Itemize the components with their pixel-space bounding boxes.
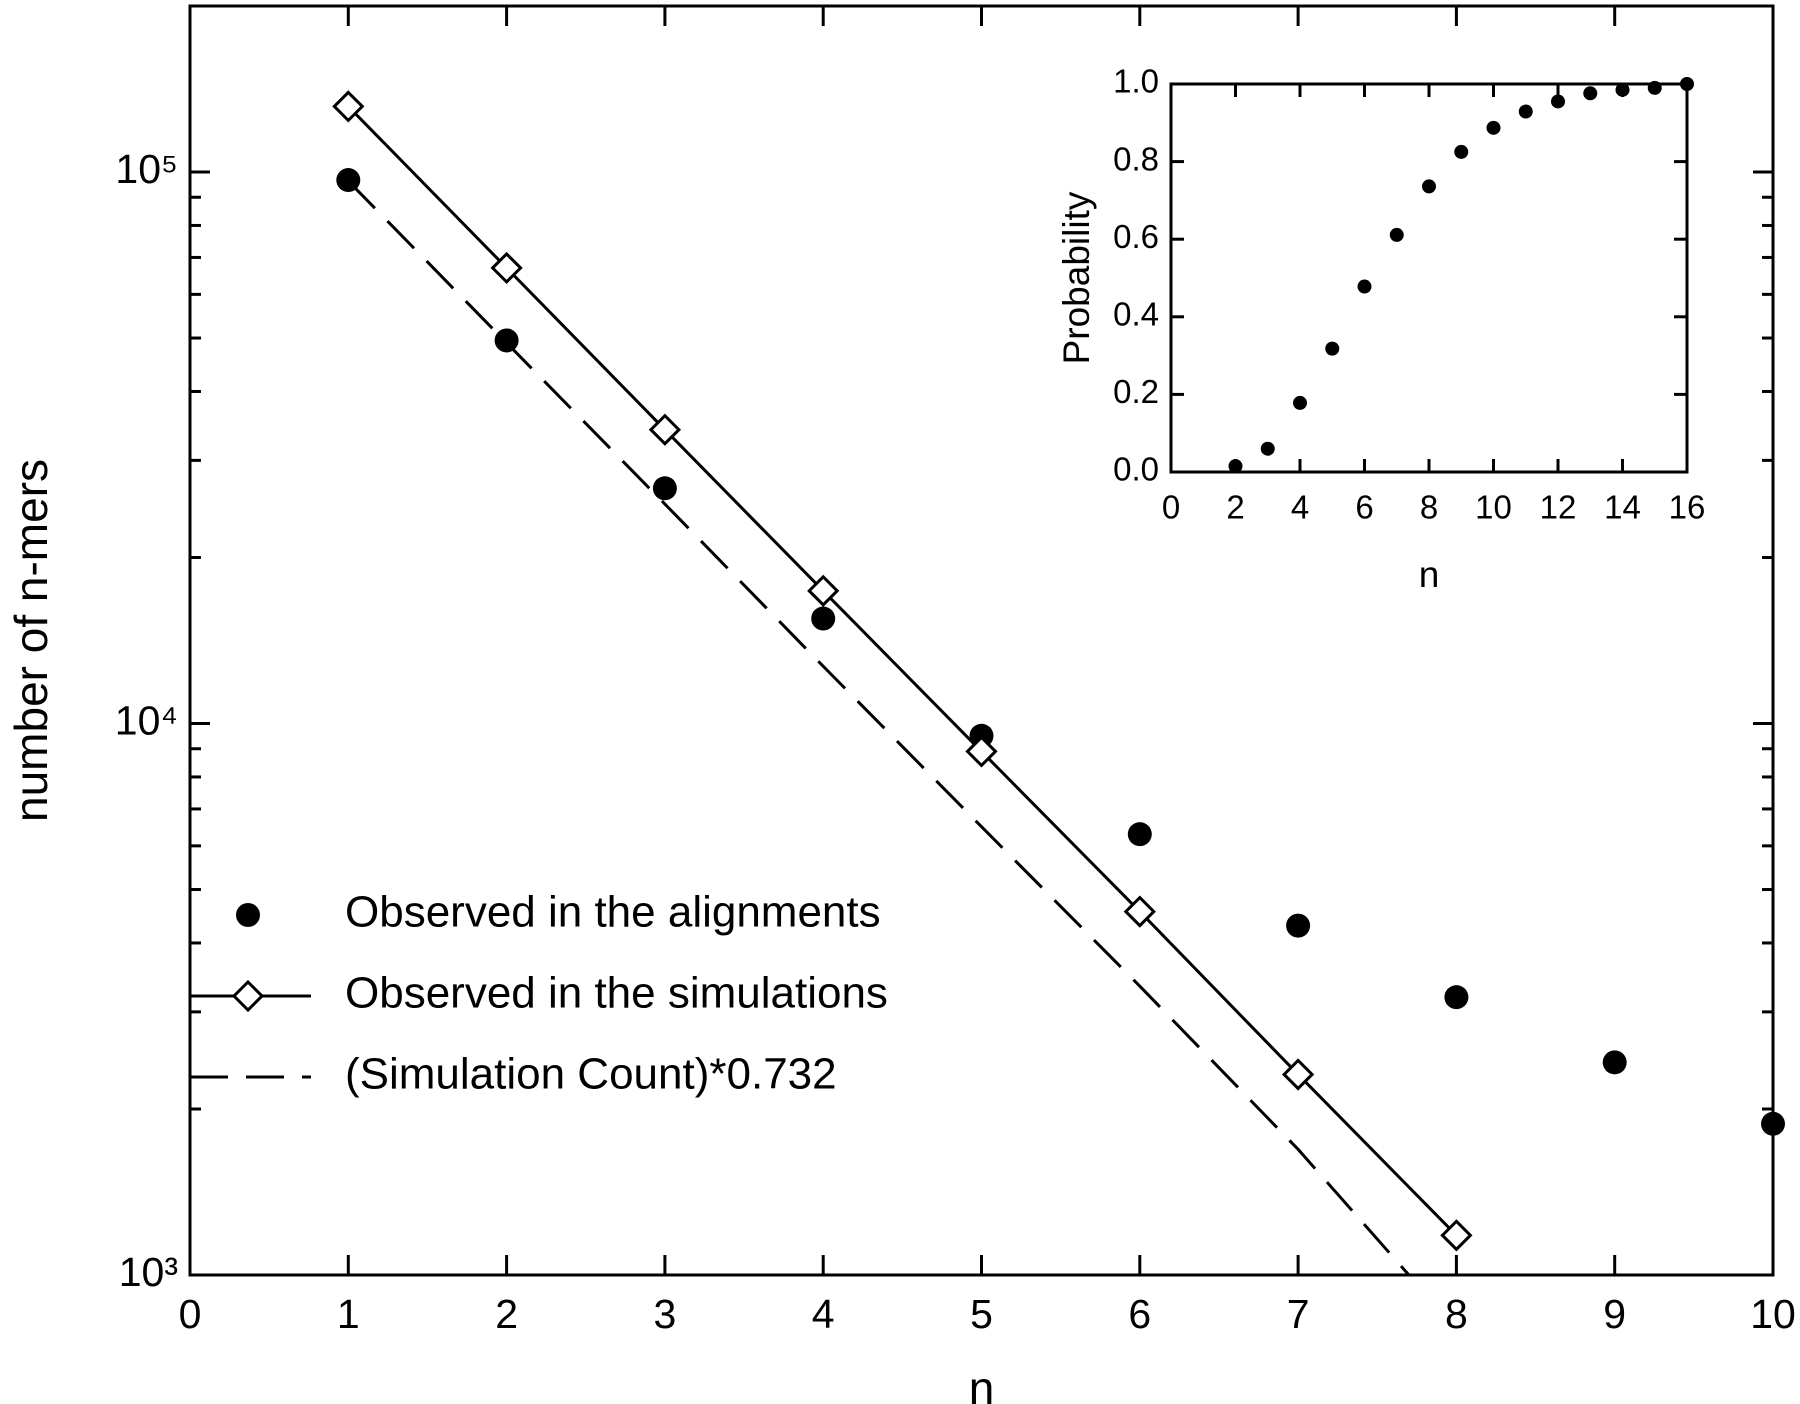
x-tick-label: 10 (1475, 489, 1512, 526)
point (965, 735, 998, 768)
x-tick-label: 1 (337, 1291, 360, 1337)
point (490, 251, 523, 285)
x-tick-label: 0 (1162, 489, 1180, 526)
x-tick-label: 2 (1226, 489, 1244, 526)
plot-frame (1169, 82, 1689, 474)
point (1127, 822, 1152, 847)
y-tick-label: 10⁴ (115, 697, 178, 743)
point (1228, 459, 1243, 474)
x-tick-label: 6 (1128, 1291, 1151, 1337)
x-tick-label: 7 (1287, 1291, 1310, 1337)
legend-marker (236, 903, 260, 927)
y-tick-label: 0.4 (1113, 296, 1159, 333)
point (332, 90, 365, 123)
x-tick-label: 8 (1420, 489, 1438, 526)
point (1647, 80, 1662, 95)
y-tick-label: 1.0 (1113, 63, 1159, 100)
y-tick-label: 0.0 (1113, 451, 1159, 488)
point (1357, 279, 1372, 294)
x-tick-label: 3 (653, 1291, 676, 1337)
point (1123, 895, 1156, 928)
x-axis-label: n (969, 1362, 995, 1404)
x-axis-label: n (1419, 554, 1440, 595)
point (1444, 985, 1469, 1010)
point (1325, 341, 1340, 356)
x-tick-label: 4 (1291, 489, 1309, 526)
point (1286, 913, 1311, 938)
point (494, 328, 519, 353)
point (1260, 441, 1275, 456)
legend-label: Observed in the alignments (345, 888, 881, 937)
series-line (347, 105, 1458, 1237)
point (1615, 82, 1630, 97)
point (1583, 86, 1598, 101)
legend-label: Observed in the simulations (345, 969, 888, 1018)
x-tick-label: 6 (1355, 489, 1373, 526)
y-axis-label: number of n-mers (5, 459, 57, 822)
x-tick-label: 4 (812, 1291, 835, 1337)
legend-marker (231, 979, 265, 1013)
series-line (347, 179, 1411, 1276)
point (1422, 179, 1436, 194)
legend-label: (Simulation Count)*0.732 (345, 1050, 837, 1099)
point (807, 574, 840, 607)
point (1281, 1058, 1315, 1091)
x-tick-label: 0 (179, 1291, 202, 1337)
point (1761, 1111, 1785, 1136)
x-tick-label: 14 (1604, 489, 1641, 526)
point (1518, 104, 1533, 119)
x-tick-label: 12 (1540, 489, 1577, 526)
point (1440, 1219, 1473, 1252)
point (1602, 1050, 1627, 1075)
y-tick-label: 10⁵ (115, 146, 178, 192)
x-tick-label: 8 (1445, 1291, 1468, 1337)
x-tick-label: 5 (970, 1291, 993, 1337)
point (1486, 120, 1501, 135)
x-tick-label: 10 (1750, 1291, 1796, 1337)
point (1293, 395, 1307, 410)
point (1551, 94, 1565, 109)
y-tick-label: 10³ (119, 1249, 178, 1295)
y-tick-label: 0.8 (1113, 140, 1159, 177)
point (1680, 77, 1694, 91)
point (1389, 227, 1404, 242)
y-axis-label: Probability (1056, 191, 1097, 364)
x-tick-label: 2 (495, 1291, 518, 1337)
y-tick-label: 0.6 (1113, 218, 1159, 255)
x-tick-label: 16 (1669, 489, 1706, 526)
point (652, 476, 677, 501)
y-tick-label: 0.2 (1113, 373, 1159, 410)
x-tick-label: 9 (1603, 1291, 1626, 1337)
point (1454, 144, 1469, 159)
point (648, 413, 682, 446)
point (811, 606, 836, 631)
